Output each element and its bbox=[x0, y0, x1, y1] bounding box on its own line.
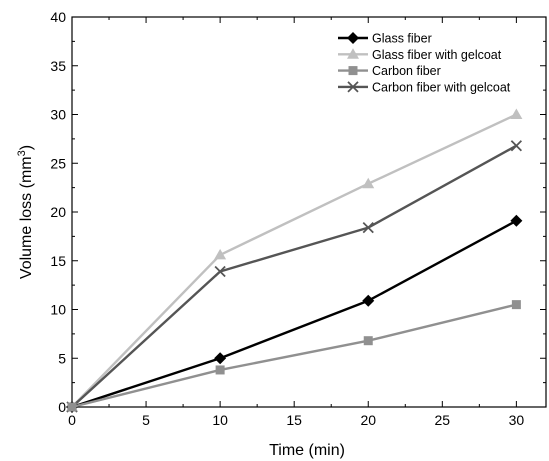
data-point-carbon-fiber-1 bbox=[215, 365, 225, 375]
series-carbon-fiber-with-gelcoat bbox=[66, 140, 523, 413]
data-point-glass-fiber-1 bbox=[214, 352, 227, 365]
data-point-carbon-fiber-with-gelcoat-1 bbox=[214, 265, 226, 278]
data-point-glass-fiber-with-gelcoat-1 bbox=[214, 248, 227, 260]
legend-marker-carbon-fiber bbox=[348, 66, 358, 76]
series-line-glass-fiber bbox=[71, 219, 517, 409]
data-point-carbon-fiber-with-gelcoat-2 bbox=[362, 221, 374, 234]
legend-marker-carbon-fiber-with-gelcoat-stroke-b bbox=[347, 81, 359, 93]
legend-marker-glass-fiber-with-gelcoat bbox=[347, 48, 359, 59]
y-tick-label-15: 15 bbox=[50, 253, 66, 269]
ticks: 0 5 10 15 20 25 30 0 5 10 15 20 25 30 35 40 bbox=[50, 9, 546, 428]
legend-item-glass-fiber-with-gelcoat: Glass fiber with gelcoat bbox=[338, 48, 502, 62]
data-point-carbon-fiber-with-gelcoat-2-stroke-b bbox=[362, 221, 374, 234]
series-line-carbon-fiber-with-gelcoat bbox=[71, 144, 517, 408]
x-axis-title: Time (min) bbox=[269, 442, 345, 459]
legend-label-carbon-fiber-with-gelcoat: Carbon fiber with gelcoat bbox=[372, 80, 511, 94]
legend-item-carbon-fiber-with-gelcoat: Carbon fiber with gelcoat bbox=[338, 80, 511, 94]
legend-item-carbon-fiber: Carbon fiber bbox=[338, 64, 441, 78]
y-tick-label-5: 5 bbox=[58, 350, 66, 366]
y-tick-label-35: 35 bbox=[50, 58, 66, 74]
series-line-carbon-fiber bbox=[71, 303, 517, 409]
legend-marker-carbon-fiber-with-gelcoat bbox=[347, 81, 359, 93]
data-point-carbon-fiber-3 bbox=[511, 300, 521, 310]
x-tick-label-0: 0 bbox=[68, 412, 76, 428]
y-tick-label-25: 25 bbox=[50, 155, 66, 171]
series-layer bbox=[66, 108, 523, 413]
data-point-carbon-fiber-0 bbox=[67, 402, 77, 412]
y-tick-label-20: 20 bbox=[50, 204, 66, 220]
legend-item-glass-fiber: Glass fiber bbox=[338, 32, 432, 46]
x-tick-label-20: 20 bbox=[360, 412, 376, 428]
y-tick-label-40: 40 bbox=[50, 9, 66, 25]
series-carbon-fiber bbox=[67, 300, 521, 412]
legend-label-glass-fiber: Glass fiber bbox=[372, 32, 432, 46]
x-tick-label-25: 25 bbox=[435, 412, 451, 428]
data-point-glass-fiber-with-gelcoat-3 bbox=[510, 108, 523, 119]
x-tick-label-30: 30 bbox=[509, 412, 525, 428]
legend-marker-glass-fiber bbox=[347, 32, 359, 44]
data-point-carbon-fiber-with-gelcoat-3 bbox=[510, 140, 523, 152]
series-glass-fiber-with-gelcoat bbox=[66, 108, 523, 412]
y-axis-title-superscript: 3 bbox=[16, 150, 28, 156]
data-point-carbon-fiber-2 bbox=[363, 336, 373, 346]
y-axis-title-main: Volume loss (mm bbox=[18, 156, 35, 279]
y-axis-title-suffix: ) bbox=[18, 145, 35, 150]
data-point-glass-fiber-with-gelcoat-2 bbox=[362, 177, 375, 189]
series-glass-fiber bbox=[66, 214, 523, 413]
x-tick-label-10: 10 bbox=[212, 412, 228, 428]
data-point-glass-fiber-3 bbox=[510, 214, 523, 227]
y-tick-label-0: 0 bbox=[58, 399, 66, 415]
y-axis-title: Volume loss (mm3) bbox=[16, 145, 35, 279]
series-line-glass-fiber-with-gelcoat bbox=[71, 113, 517, 408]
x-tick-label-15: 15 bbox=[286, 412, 302, 428]
y-tick-label-30: 30 bbox=[50, 107, 66, 123]
data-point-carbon-fiber-with-gelcoat-3-stroke-b bbox=[510, 140, 523, 152]
x-tick-label-5: 5 bbox=[142, 412, 150, 428]
y-tick-label-10: 10 bbox=[50, 302, 66, 318]
legend-label-glass-fiber-with-gelcoat: Glass fiber with gelcoat bbox=[372, 48, 502, 62]
legend: Glass fiber Glass fiber with gelcoat Carbo… bbox=[338, 32, 511, 94]
data-point-glass-fiber-2 bbox=[362, 294, 375, 307]
data-point-carbon-fiber-with-gelcoat-1-stroke-b bbox=[214, 265, 226, 278]
legend-label-carbon-fiber: Carbon fiber bbox=[372, 64, 441, 78]
